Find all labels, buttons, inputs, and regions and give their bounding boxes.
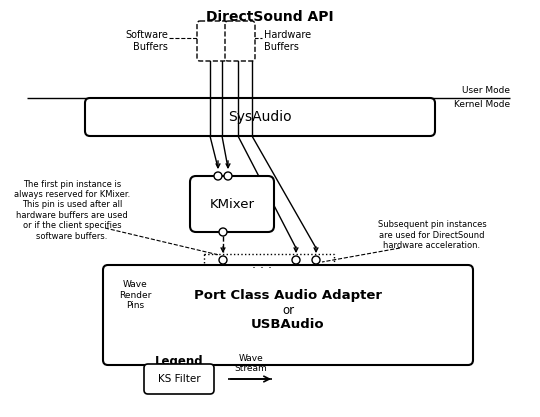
- Text: User Mode: User Mode: [462, 86, 510, 95]
- Text: Kernel Mode: Kernel Mode: [454, 100, 510, 109]
- Text: USBAudio: USBAudio: [251, 319, 325, 332]
- Text: . . .: . . .: [252, 258, 272, 271]
- Text: SysAudio: SysAudio: [228, 110, 292, 124]
- Text: Wave
Stream: Wave Stream: [234, 354, 267, 373]
- Circle shape: [224, 172, 232, 180]
- Text: or: or: [282, 304, 294, 317]
- Circle shape: [312, 256, 320, 264]
- FancyBboxPatch shape: [103, 265, 473, 365]
- Text: Hardware
Buffers: Hardware Buffers: [264, 30, 311, 52]
- Text: Subsequent pin instances
are used for DirectSound
hardware acceleration.: Subsequent pin instances are used for Di…: [377, 220, 487, 250]
- Text: KMixer: KMixer: [210, 198, 254, 211]
- Circle shape: [219, 228, 227, 236]
- FancyBboxPatch shape: [197, 21, 227, 61]
- Circle shape: [219, 256, 227, 264]
- Circle shape: [292, 256, 300, 264]
- FancyBboxPatch shape: [225, 21, 255, 61]
- Text: Port Class Audio Adapter: Port Class Audio Adapter: [194, 289, 382, 301]
- Text: DirectSound API: DirectSound API: [206, 10, 334, 24]
- FancyBboxPatch shape: [204, 254, 334, 272]
- Text: Software
Buffers: Software Buffers: [125, 30, 168, 52]
- Text: Legend: Legend: [155, 355, 204, 368]
- Text: The first pin instance is
always reserved for KMixer.
This pin is used after all: The first pin instance is always reserve…: [14, 179, 130, 241]
- FancyBboxPatch shape: [190, 176, 274, 232]
- FancyBboxPatch shape: [144, 364, 214, 394]
- Circle shape: [214, 172, 222, 180]
- FancyBboxPatch shape: [85, 98, 435, 136]
- Text: KS Filter: KS Filter: [158, 374, 200, 384]
- Text: Wave
Render
Pins: Wave Render Pins: [119, 280, 151, 310]
